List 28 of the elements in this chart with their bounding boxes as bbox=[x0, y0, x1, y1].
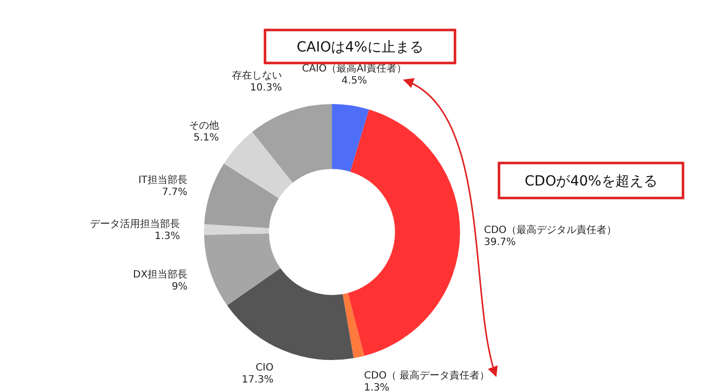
data-label: 7.7% bbox=[162, 187, 188, 198]
slice-label: データ活用担当部長 bbox=[90, 218, 180, 230]
slice-label: 存在しない bbox=[232, 70, 282, 82]
donut-slice bbox=[342, 292, 364, 358]
donut-slice bbox=[204, 224, 270, 235]
slice-label: その他 bbox=[188, 119, 219, 132]
data-label: 1.3% bbox=[364, 382, 390, 391]
donut-slice bbox=[227, 268, 354, 360]
donut-slice bbox=[252, 104, 332, 183]
data-label: 10.3% bbox=[250, 82, 282, 94]
slice-label: CDO（最高デジタル責任者） bbox=[484, 224, 617, 236]
text: CDOが40%を超える bbox=[524, 174, 658, 190]
slice-label: DX担当部長 bbox=[133, 268, 188, 280]
data-label: 9% bbox=[172, 281, 188, 292]
data-label: 17.3% bbox=[242, 374, 274, 386]
slice-label: CDO（ 最高データ責任者） bbox=[364, 370, 490, 382]
donut-slice bbox=[204, 233, 280, 306]
slice-label: CIO bbox=[256, 362, 274, 374]
data-label: 5.1% bbox=[193, 132, 219, 144]
data-label: 39.7% bbox=[484, 236, 516, 248]
text: CAIOは4%に止まる bbox=[296, 40, 424, 56]
data-label: 4.5% bbox=[342, 76, 367, 87]
data-label: 1.3% bbox=[154, 231, 180, 242]
donut-slice bbox=[348, 109, 460, 356]
donut-slice bbox=[332, 104, 370, 172]
donut-slice bbox=[224, 132, 293, 198]
donut-slice bbox=[204, 163, 279, 228]
slice-label: IT担当部長 bbox=[138, 174, 188, 186]
